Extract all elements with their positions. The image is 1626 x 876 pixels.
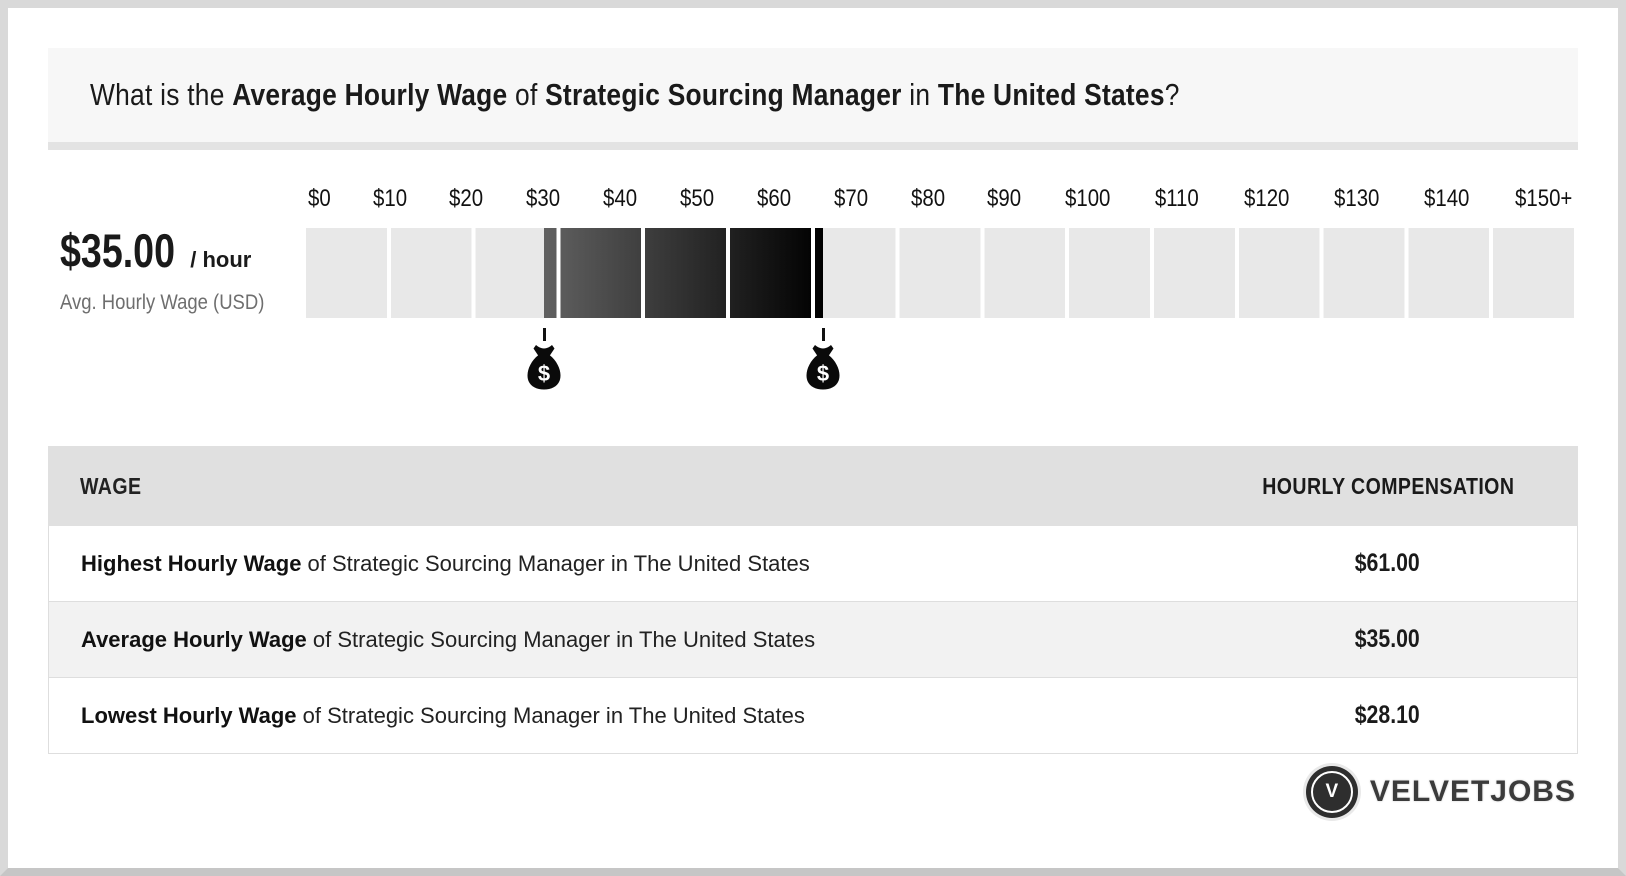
table-row-average: Average Hourly Wage of Strategic Sourcin…	[48, 602, 1578, 678]
column-header-hourly-compensation: HOURLY COMPENSATION	[1261, 472, 1515, 499]
axis-tick: $50	[679, 185, 714, 212]
lowest-wage-marker: $	[525, 328, 563, 390]
row-value: $61.00	[1354, 549, 1420, 577]
marker-tick	[821, 328, 825, 341]
brand-name: VELVETJOBS	[1369, 775, 1576, 808]
svg-text:$: $	[538, 361, 550, 386]
table-row-highest: Highest Hourly Wage of Strategic Sourcin…	[48, 526, 1578, 602]
axis-tick: $80	[910, 185, 945, 212]
average-wage-caption: Avg. Hourly Wage (USD)	[60, 291, 265, 314]
page-title: What is the Average Hourly Wage of Strat…	[90, 77, 1180, 112]
row-value: $28.10	[1354, 701, 1420, 729]
brand-logo: V VELVETJOBS	[8, 766, 1576, 818]
axis-tick: $100	[1065, 185, 1111, 212]
row-label: Highest Hourly Wage of Strategic Sourcin…	[81, 550, 810, 576]
axis-tick: $90	[987, 185, 1022, 212]
axis-tick-labels: $0 $10 $20 $30 $40 $50 $60 $70 $80 $90 $…	[306, 185, 1578, 213]
wage-gauge: $0 $10 $20 $30 $40 $50 $60 $70 $80 $90 $…	[306, 185, 1578, 404]
table-row-lowest: Lowest Hourly Wage of Strategic Sourcing…	[48, 678, 1578, 754]
wage-scale-bar	[306, 228, 1578, 318]
money-bag-icon: $	[527, 345, 561, 390]
axis-tick: $150+	[1515, 185, 1573, 212]
axis-tick: $30	[526, 185, 561, 212]
question-title-box: What is the Average Hourly Wage of Strat…	[48, 48, 1578, 142]
wage-scale-section: $35.00 / hour Avg. Hourly Wage (USD) $0 …	[8, 185, 1618, 404]
money-bag-icon: $	[806, 345, 840, 390]
axis-tick: $110	[1155, 185, 1200, 212]
svg-text:$: $	[817, 361, 829, 386]
axis-tick: $10	[372, 185, 407, 212]
axis-tick: $70	[833, 185, 868, 212]
column-header-wage: WAGE	[80, 472, 142, 499]
per-hour-label: / hour	[190, 247, 252, 272]
velvetjobs-monogram-icon: V	[1305, 766, 1358, 818]
axis-tick: $120	[1243, 185, 1290, 212]
average-wage-summary: $35.00 / hour Avg. Hourly Wage (USD)	[60, 187, 306, 404]
row-value: $35.00	[1354, 625, 1420, 653]
row-label: Average Hourly Wage of Strategic Sourcin…	[81, 626, 816, 652]
axis-tick: $40	[603, 185, 638, 212]
range-markers: $ $	[306, 318, 1578, 404]
axis-tick: $0	[308, 185, 331, 212]
segment-dividers	[306, 228, 1578, 318]
row-label: Lowest Hourly Wage of Strategic Sourcing…	[81, 702, 805, 728]
axis-tick: $60	[756, 185, 791, 212]
axis-tick: $140	[1424, 185, 1470, 212]
marker-tick	[542, 328, 546, 341]
table-header-row: WAGE HOURLY COMPENSATION	[48, 446, 1578, 526]
average-wage-amount: $35.00	[60, 224, 176, 277]
axis-tick: $20	[449, 185, 484, 212]
highest-wage-marker: $	[804, 328, 842, 390]
wage-table: WAGE HOURLY COMPENSATION Highest Hourly …	[48, 446, 1578, 754]
axis-tick: $130	[1334, 185, 1380, 212]
